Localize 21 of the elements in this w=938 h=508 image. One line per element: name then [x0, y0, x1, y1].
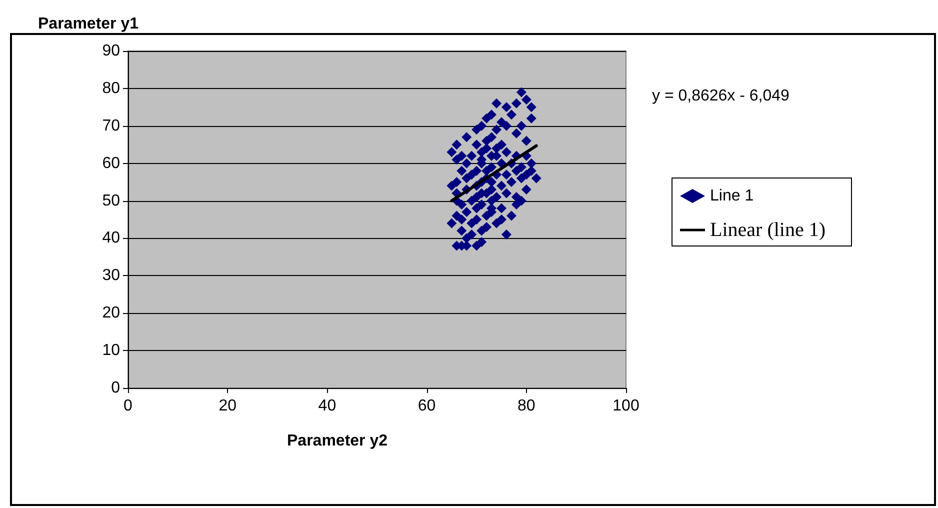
y-tick-label: 50	[102, 192, 120, 210]
y-tick-label: 0	[111, 380, 120, 396]
x-tick-label: 0	[124, 398, 133, 414]
y-tick-label: 90	[102, 42, 120, 60]
x-tick-label: 20	[218, 398, 237, 414]
y-tick-label: 40	[102, 230, 120, 247]
text: y = 0,8626x - 6,049	[652, 88, 790, 104]
y-tick-label: 10	[102, 342, 120, 360]
legend-label: Line 1	[710, 188, 754, 204]
x-tick-label: 100	[612, 398, 640, 414]
y-tick-label: 70	[102, 117, 120, 134]
y-tick-label: 80	[102, 80, 120, 97]
y-tick-label: 30	[102, 267, 120, 284]
y-tick-label: 60	[102, 154, 120, 172]
x-tick-label: 60	[418, 398, 436, 414]
x-tick-label: 80	[518, 398, 536, 414]
x-tick-label: 40	[318, 398, 336, 414]
legend-label: Linear (line 1)	[710, 219, 826, 241]
y-axis-title: Parameter y1	[38, 16, 139, 32]
x-axis-title: Parameter y2	[287, 432, 388, 450]
y-tick-label: 20	[102, 304, 120, 322]
